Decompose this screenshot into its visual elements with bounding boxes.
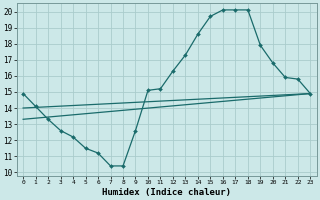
- X-axis label: Humidex (Indice chaleur): Humidex (Indice chaleur): [102, 188, 231, 197]
